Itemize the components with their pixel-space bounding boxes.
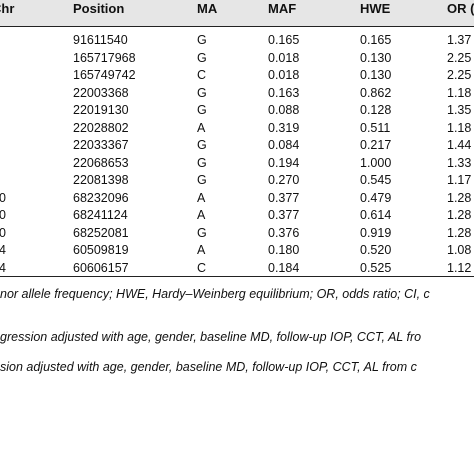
cell-hwe: 0.479 <box>360 190 392 205</box>
cell-position: 68241124 <box>73 208 128 222</box>
cell-hwe: 1.000 <box>360 155 392 170</box>
cell-ma: G <box>197 103 207 117</box>
cell-or: 1.17 <box>447 173 472 187</box>
cell-ma: G <box>197 225 207 240</box>
cell-ma: G <box>197 50 207 65</box>
cell-position: 60606157 <box>73 260 129 275</box>
cell-ma: G <box>197 155 207 170</box>
footnote-regression-2: sion adjusted with age, gender, baseline… <box>0 360 417 374</box>
cell-or: 1.18 <box>447 85 472 100</box>
cell-or: 1.37 <box>447 33 472 47</box>
cell-maf: 0.165 <box>268 33 300 47</box>
cell-hwe: 0.520 <box>360 243 392 257</box>
cell-or: 1.08 <box>447 243 472 257</box>
cell-position: 22003368 <box>73 85 129 100</box>
cell-hwe: 0.919 <box>360 225 392 240</box>
cell-maf: 0.018 <box>268 50 300 65</box>
cell-maf: 0.319 <box>268 120 300 135</box>
footnote-abbreviations: nor allele frequency; HWE, Hardy–Weinber… <box>0 287 430 301</box>
cell-hwe: 0.128 <box>360 103 392 117</box>
cell-maf: 0.084 <box>268 138 300 152</box>
cell-position: 22019130 <box>73 103 129 117</box>
cell-hwe: 0.545 <box>360 173 392 187</box>
cell-chr: 10 <box>0 225 6 240</box>
cell-chr: 14 <box>0 260 6 275</box>
cell-hwe: 0.511 <box>360 120 391 135</box>
table-bottom-rule <box>0 276 474 277</box>
cell-hwe: 0.862 <box>360 85 392 100</box>
table-header <box>0 0 474 26</box>
cell-hwe: 0.130 <box>360 68 392 82</box>
cell-maf: 0.270 <box>268 173 300 187</box>
cell-maf: 0.180 <box>268 243 300 257</box>
cell-position: 165717968 <box>73 50 136 65</box>
cell-maf: 0.088 <box>268 103 300 117</box>
header-maf: MAF <box>268 1 297 16</box>
cell-maf: 0.194 <box>268 155 300 170</box>
cell-or: 1.28 <box>447 190 472 205</box>
cell-maf: 0.377 <box>268 190 300 205</box>
cell-or: 1.44 <box>447 138 472 152</box>
cell-maf: 0.018 <box>268 68 300 82</box>
cell-or: 1.28 <box>447 225 472 240</box>
cell-hwe: 0.165 <box>360 33 392 47</box>
cell-or: 1.18 <box>447 120 472 135</box>
cell-maf: 0.163 <box>268 85 300 100</box>
cell-hwe: 0.130 <box>360 50 392 65</box>
cell-position: 22028802 <box>73 120 129 135</box>
cell-or: 2.25 <box>447 68 472 82</box>
header-hwe: HWE <box>360 1 391 16</box>
cell-or: 1.12 <box>447 260 472 275</box>
header-rule <box>0 26 474 27</box>
cell-or: 1.35 <box>447 103 472 117</box>
cell-position: 22033367 <box>73 138 129 152</box>
header-position: Position <box>73 1 125 16</box>
header-or: OR ( <box>447 1 474 16</box>
cell-ma: A <box>197 120 206 135</box>
cell-position: 22081398 <box>73 173 129 187</box>
cell-or: 2.25 <box>447 50 472 65</box>
cell-ma: G <box>197 138 207 152</box>
cell-ma: C <box>197 68 207 82</box>
cell-position: 91611540 <box>73 33 128 47</box>
cell-ma: C <box>197 260 207 275</box>
cell-ma: G <box>197 85 207 100</box>
cell-position: 165749742 <box>73 68 136 82</box>
cell-ma: G <box>197 33 207 47</box>
cell-chr: 10 <box>0 190 6 205</box>
cell-chr: 10 <box>0 208 6 222</box>
cell-position: 22068653 <box>73 155 129 170</box>
cell-ma: A <box>197 208 206 222</box>
cell-position: 68252081 <box>73 225 129 240</box>
cell-maf: 0.184 <box>268 260 300 275</box>
cell-ma: G <box>197 173 207 187</box>
header-ma: MA <box>197 1 218 16</box>
cell-maf: 0.376 <box>268 225 300 240</box>
cell-position: 60509819 <box>73 243 129 257</box>
cell-ma: A <box>197 190 206 205</box>
cell-hwe: 0.217 <box>360 138 392 152</box>
cell-position: 68232096 <box>73 190 129 205</box>
cell-or: 1.28 <box>447 208 472 222</box>
cell-maf: 0.377 <box>268 208 300 222</box>
cell-or: 1.33 <box>447 155 472 170</box>
footnote-regression-1: gression adjusted with age, gender, base… <box>0 330 422 344</box>
header-chr: Chr <box>0 1 15 16</box>
cell-ma: A <box>197 243 206 257</box>
cell-chr: 14 <box>0 243 6 257</box>
cell-hwe: 0.614 <box>360 208 392 222</box>
cell-hwe: 0.525 <box>360 260 392 275</box>
